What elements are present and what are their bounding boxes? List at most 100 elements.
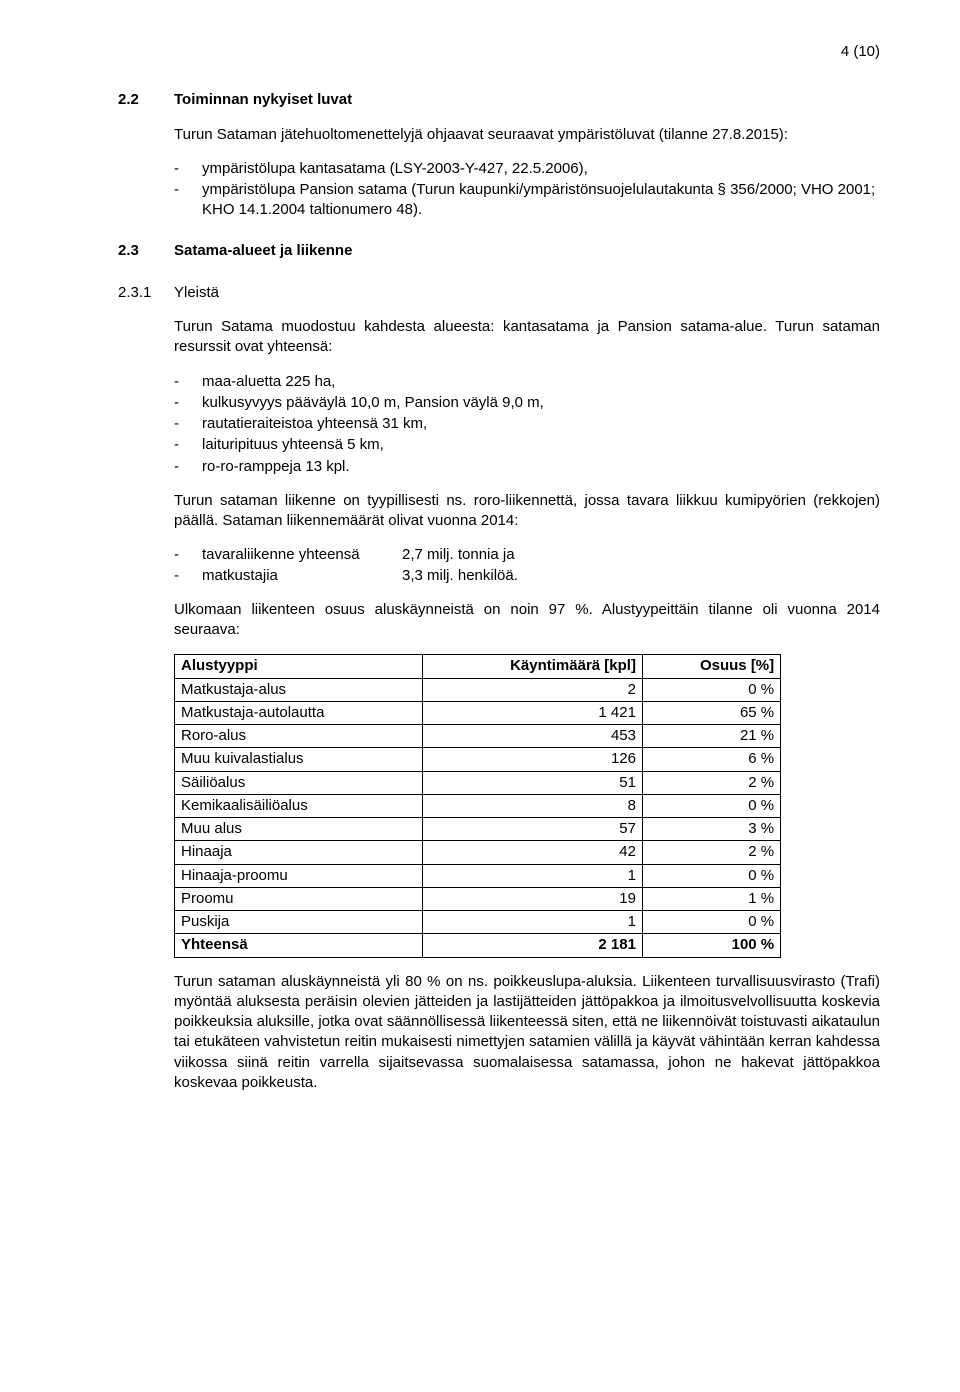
dash-icon: -	[174, 372, 202, 392]
list-item: - tavaraliikenne yhteensä 2,7 milj. tonn…	[174, 545, 880, 565]
list-text: maa-aluetta 225 ha,	[202, 372, 880, 392]
table-row: Hinaaja422 %	[175, 841, 781, 864]
list-item: -laituripituus yhteensä 5 km,	[174, 435, 880, 455]
cell-type: Säiliöalus	[175, 771, 423, 794]
dash-icon: -	[174, 180, 202, 221]
cell-share: 100 %	[642, 934, 780, 957]
list-text: ympäristölupa Pansion satama (Turun kaup…	[202, 180, 880, 221]
dash-icon: -	[174, 414, 202, 434]
list-text: kulkusyvyys pääväylä 10,0 m, Pansion väy…	[202, 393, 880, 413]
list-item: -ympäristölupa kantasatama (LSY-2003-Y-4…	[174, 159, 880, 179]
cell-count: 57	[422, 818, 642, 841]
list-item: -ro-ro-ramppeja 13 kpl.	[174, 457, 880, 477]
dash-icon: -	[174, 457, 202, 477]
cell-count: 51	[422, 771, 642, 794]
cell-type: Muu kuivalastialus	[175, 748, 423, 771]
table-row: Proomu191 %	[175, 887, 781, 910]
cell-type: Yhteensä	[175, 934, 423, 957]
cell-share: 0 %	[642, 864, 780, 887]
list-text: ro-ro-ramppeja 13 kpl.	[202, 457, 880, 477]
cell-type: Hinaaja-proomu	[175, 864, 423, 887]
cell-count: 8	[422, 794, 642, 817]
section-2-2-intro: Turun Sataman jätehuoltomenettelyjä ohja…	[174, 125, 880, 145]
section-2-3-header: 2.3 Satama-alueet ja liikenne	[118, 241, 880, 261]
para-traffic-intro: Turun sataman liikenne on tyypillisesti …	[174, 491, 880, 532]
traffic-value: 3,3 milj. henkilöä.	[402, 566, 880, 586]
cell-share: 0 %	[642, 678, 780, 701]
list-item: -kulkusyvyys pääväylä 10,0 m, Pansion vä…	[174, 393, 880, 413]
cell-count: 453	[422, 725, 642, 748]
cell-type: Puskija	[175, 911, 423, 934]
cell-count: 2	[422, 678, 642, 701]
dash-icon: -	[174, 545, 202, 565]
subsection-title: Yleistä	[174, 283, 219, 303]
cell-count: 1 421	[422, 701, 642, 724]
para-table-intro: Ulkomaan liikenteen osuus aluskäynneistä…	[174, 600, 880, 641]
section-2-3-1-header: 2.3.1 Yleistä	[118, 283, 880, 303]
cell-share: 0 %	[642, 794, 780, 817]
cell-type: Kemikaalisäiliöalus	[175, 794, 423, 817]
cell-share: 0 %	[642, 911, 780, 934]
cell-type: Matkustaja-autolautta	[175, 701, 423, 724]
list-item: -ympäristölupa Pansion satama (Turun kau…	[174, 180, 880, 221]
cell-share: 3 %	[642, 818, 780, 841]
table-row: Matkustaja-autolautta1 42165 %	[175, 701, 781, 724]
cell-count: 126	[422, 748, 642, 771]
table-row: Muu kuivalastialus1266 %	[175, 748, 781, 771]
cell-count: 19	[422, 887, 642, 910]
table-row: Roro-alus45321 %	[175, 725, 781, 748]
ship-type-table: Alustyyppi Käyntimäärä [kpl] Osuus [%] M…	[174, 654, 781, 957]
cell-type: Hinaaja	[175, 841, 423, 864]
table-row: Kemikaalisäiliöalus80 %	[175, 794, 781, 817]
cell-share: 1 %	[642, 887, 780, 910]
col-header: Alustyyppi	[175, 655, 423, 678]
table-row: Hinaaja-proomu10 %	[175, 864, 781, 887]
cell-share: 65 %	[642, 701, 780, 724]
list-item: - matkustajia 3,3 milj. henkilöä.	[174, 566, 880, 586]
section-2-2-header: 2.2 Toiminnan nykyiset luvat	[118, 90, 880, 110]
cell-type: Muu alus	[175, 818, 423, 841]
traffic-label: tavaraliikenne yhteensä	[202, 545, 402, 565]
table-row: Muu alus573 %	[175, 818, 781, 841]
table-row: Säiliöalus512 %	[175, 771, 781, 794]
list-item: -rautatieraiteistoa yhteensä 31 km,	[174, 414, 880, 434]
list-text: laituripituus yhteensä 5 km,	[202, 435, 880, 455]
para-resources-intro: Turun Satama muodostuu kahdesta alueesta…	[174, 317, 880, 358]
cell-share: 2 %	[642, 841, 780, 864]
table-row: Puskija10 %	[175, 911, 781, 934]
dash-icon: -	[174, 435, 202, 455]
para-final: Turun sataman aluskäynneistä yli 80 % on…	[174, 972, 880, 1094]
table-total-row: Yhteensä2 181100 %	[175, 934, 781, 957]
section-number: 2.2	[118, 90, 174, 110]
cell-type: Roro-alus	[175, 725, 423, 748]
section-title: Satama-alueet ja liikenne	[174, 241, 352, 261]
section-title: Toiminnan nykyiset luvat	[174, 90, 352, 110]
table-header-row: Alustyyppi Käyntimäärä [kpl] Osuus [%]	[175, 655, 781, 678]
cell-share: 6 %	[642, 748, 780, 771]
subsection-number: 2.3.1	[118, 283, 174, 303]
cell-type: Proomu	[175, 887, 423, 910]
list-item: -maa-aluetta 225 ha,	[174, 372, 880, 392]
section-number: 2.3	[118, 241, 174, 261]
traffic-value: 2,7 milj. tonnia ja	[402, 545, 880, 565]
cell-share: 21 %	[642, 725, 780, 748]
cell-count: 2 181	[422, 934, 642, 957]
traffic-label: matkustajia	[202, 566, 402, 586]
cell-count: 42	[422, 841, 642, 864]
dash-icon: -	[174, 159, 202, 179]
table-row: Matkustaja-alus20 %	[175, 678, 781, 701]
col-header: Käyntimäärä [kpl]	[422, 655, 642, 678]
dash-icon: -	[174, 393, 202, 413]
cell-count: 1	[422, 864, 642, 887]
resources-list: -maa-aluetta 225 ha, -kulkusyvyys pääväy…	[174, 372, 880, 477]
page-number: 4 (10)	[118, 42, 880, 62]
list-text: rautatieraiteistoa yhteensä 31 km,	[202, 414, 880, 434]
col-header: Osuus [%]	[642, 655, 780, 678]
cell-share: 2 %	[642, 771, 780, 794]
traffic-list: - tavaraliikenne yhteensä 2,7 milj. tonn…	[174, 545, 880, 586]
cell-count: 1	[422, 911, 642, 934]
list-text: ympäristölupa kantasatama (LSY-2003-Y-42…	[202, 159, 880, 179]
cell-type: Matkustaja-alus	[175, 678, 423, 701]
permit-list: -ympäristölupa kantasatama (LSY-2003-Y-4…	[174, 159, 880, 221]
dash-icon: -	[174, 566, 202, 586]
